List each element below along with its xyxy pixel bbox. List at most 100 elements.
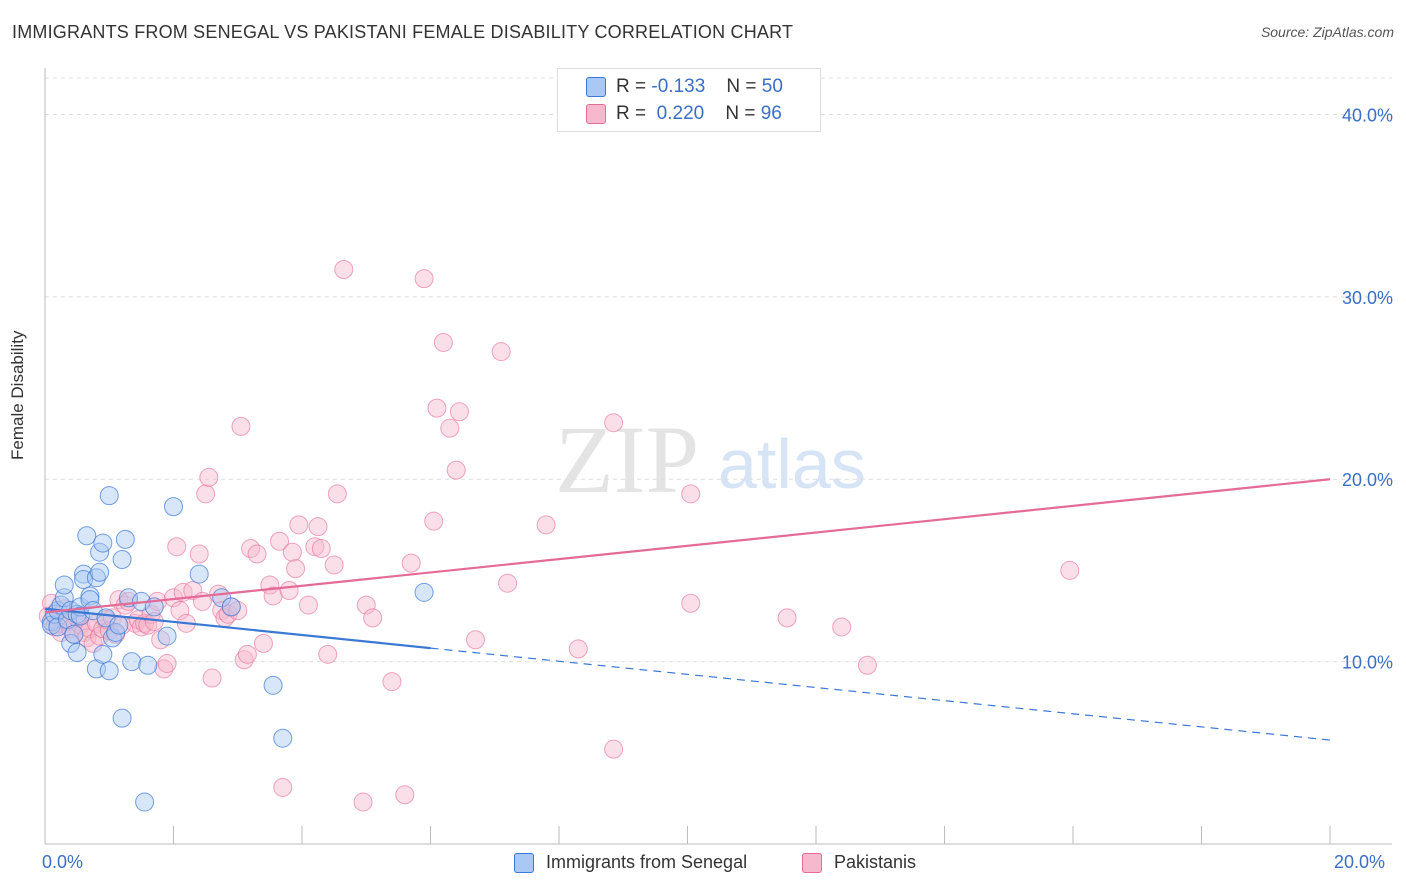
pakistanis-point: [427, 398, 447, 418]
senegal-point: [109, 615, 129, 635]
pakistanis-point: [273, 777, 293, 797]
senegal-point: [93, 533, 113, 553]
legend-n-label: N =: [725, 103, 756, 124]
senegal-point: [115, 529, 135, 549]
pakistanis-point: [241, 539, 261, 559]
senegal-point: [102, 628, 122, 648]
x-tick-label-max: 20.0%: [1334, 852, 1386, 872]
bottom-legend-senegal: Immigrants from Senegal: [514, 852, 747, 873]
senegal-point: [138, 655, 158, 675]
senegal-point: [99, 661, 119, 681]
trend-lines: [44, 478, 1331, 741]
legend-r-label: R =: [616, 76, 647, 97]
senegal-point: [135, 792, 155, 812]
pakistanis-point: [536, 515, 556, 535]
y-tick-label: 30.0%: [1342, 288, 1393, 308]
pakistanis-point: [465, 630, 485, 650]
senegal-point: [67, 643, 87, 662]
pakistanis-point: [498, 573, 518, 593]
pakistanis-point: [568, 639, 588, 659]
pakistanis-point: [363, 608, 383, 628]
pakistanis-point: [298, 595, 318, 615]
pakistanis-point: [857, 655, 877, 675]
x-tick-label-min: 0.0%: [42, 852, 84, 872]
pakistanis-point: [189, 544, 209, 564]
pakistanis-point: [305, 537, 325, 557]
pakistanis-point: [83, 633, 103, 653]
watermark-zip: ZIP: [555, 406, 699, 513]
senegal-point: [112, 549, 132, 569]
pakistanis-point: [491, 342, 511, 362]
correlation-legend: R = -0.133 N = 50 R = 0.220 N = 96: [557, 68, 821, 132]
pakistanis-point: [382, 672, 402, 692]
bottom-legend-swatch-blue: [514, 852, 534, 873]
legend-swatch-blue: [586, 77, 606, 97]
senegal-point: [99, 486, 119, 506]
y-tick-label: 40.0%: [1342, 105, 1393, 125]
pakistanis-point: [102, 608, 122, 628]
pakistanis-point: [440, 418, 460, 438]
senegal-point: [74, 564, 94, 584]
pakistanis-point: [334, 260, 354, 279]
bottom-legend-pakistanis: Pakistanis: [802, 852, 916, 873]
pakistanis-point: [154, 659, 174, 679]
pakistanis-point: [228, 601, 248, 621]
y-tick-label: 10.0%: [1342, 653, 1393, 673]
pakistanis-point: [247, 544, 267, 564]
pakistanis-point: [170, 601, 190, 621]
senegal-point: [90, 562, 110, 582]
pakistanis-point: [327, 484, 347, 504]
pakistanis-point: [282, 542, 302, 562]
senegal-point: [414, 582, 434, 602]
pakistanis-point: [202, 668, 222, 688]
chart-title: IMMIGRANTS FROM SENEGAL VS PAKISTANI FEM…: [12, 22, 794, 42]
y-tick-labels: 10.0% 20.0% 30.0% 40.0%: [1342, 105, 1393, 672]
senegal-points: [41, 486, 434, 812]
senegal-trend-extension: [430, 647, 1331, 741]
legend-r-value-senegal: -0.133: [651, 76, 706, 97]
pakistanis-point: [270, 531, 290, 551]
senegal-point: [77, 526, 97, 546]
legend-n-value-pakistanis: 96: [760, 103, 782, 124]
pakistanis-points: [38, 260, 1080, 812]
grid-lines: [45, 77, 1392, 663]
pakistanis-point: [311, 539, 331, 559]
pakistanis-point: [604, 413, 624, 433]
senegal-point: [86, 568, 106, 588]
pakistanis-point: [279, 580, 299, 600]
legend-r-value-pakistanis: 0.220: [656, 103, 705, 124]
senegal-point: [263, 675, 283, 695]
pakistanis-point: [196, 484, 216, 504]
senegal-point: [221, 597, 241, 617]
pakistanis-point: [231, 416, 251, 436]
pakistanis-point: [167, 537, 187, 557]
senegal-point: [54, 575, 74, 595]
pakistanis-point: [395, 785, 415, 805]
source-label: Source: ZipAtlas.com: [1260, 24, 1394, 40]
axes: [44, 68, 1392, 845]
bottom-legend-label-pakistanis: Pakistanis: [834, 852, 917, 872]
senegal-point: [112, 708, 132, 728]
pakistanis-point: [401, 553, 421, 573]
senegal-point: [157, 626, 177, 646]
pakistanis-point: [234, 650, 254, 670]
pakistanis-point: [446, 460, 466, 480]
legend-r-label: R =: [616, 103, 647, 124]
bottom-legend-swatch-pink: [802, 852, 822, 873]
pakistanis-point: [289, 515, 309, 535]
y-tick-label: 20.0%: [1342, 470, 1393, 490]
pakistanis-point: [414, 269, 434, 289]
bottom-legend-label-senegal: Immigrants from Senegal: [546, 852, 748, 872]
senegal-point: [48, 617, 68, 637]
pakistanis-point: [151, 630, 171, 650]
pakistanis-point: [777, 608, 797, 628]
senegal-point: [273, 728, 293, 748]
watermark: ZIP atlas: [555, 406, 866, 513]
senegal-point: [122, 652, 142, 672]
pakistanis-point: [353, 792, 373, 812]
pakistanis-point: [308, 517, 328, 537]
pakistanis-point: [74, 622, 94, 642]
pakistanis-point: [356, 595, 376, 615]
pakistanis-point: [1060, 560, 1080, 580]
